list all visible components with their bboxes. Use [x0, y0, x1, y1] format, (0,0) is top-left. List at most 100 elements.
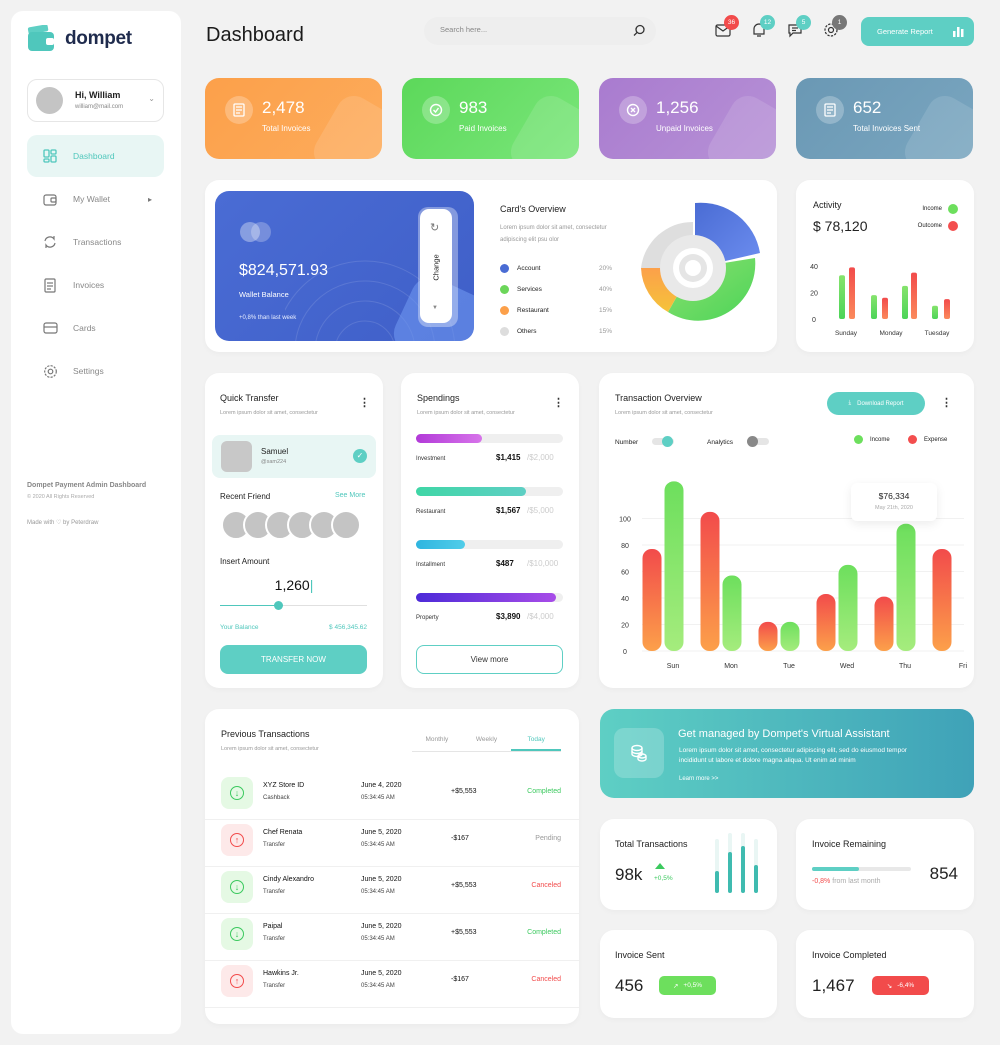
notification-button[interactable]: 12: [751, 15, 775, 40]
legend-label: Income: [922, 206, 942, 212]
sidebar-item-cards[interactable]: Cards: [27, 307, 164, 349]
y-tick-label: 40: [621, 596, 629, 603]
tooltip-value: $76,334: [878, 491, 910, 501]
y-tick-label: 40: [810, 264, 818, 271]
dashboard-icon: [39, 149, 61, 163]
notification-badge: 12: [760, 15, 775, 30]
generate-report-button[interactable]: Generate Report: [861, 17, 974, 46]
legend-item: Others 15%: [500, 321, 612, 342]
stat-unpaid-invoices[interactable]: 1,256 Unpaid Invoices: [599, 78, 776, 159]
sidebar-item-label: Dashboard: [73, 151, 115, 161]
search-input[interactable]: [440, 25, 620, 34]
table-row[interactable]: ↓ Cindy Alexandro Transfer June 5, 2020 05:3…: [205, 868, 579, 914]
spending-limit: /$5,000: [527, 506, 554, 515]
toggle-number[interactable]: [652, 436, 674, 447]
amount-input[interactable]: 1,260|: [220, 577, 368, 593]
activity-card: Activity $ 78,120 Income Outcome 40 20 0 Su…: [796, 180, 974, 352]
profile-dropdown[interactable]: Hi, William william@mail.com ⌄: [27, 79, 164, 122]
tab-monthly[interactable]: Monthly: [425, 736, 449, 743]
bar-outcome: [911, 272, 917, 319]
more-options-icon[interactable]: ⋮: [359, 397, 370, 409]
spending-limit: /$10,000: [527, 559, 559, 568]
txn-amount: +$5,553: [451, 788, 477, 795]
legend-pct: 15%: [598, 307, 612, 314]
logo[interactable]: dompet: [27, 25, 132, 53]
transaction-overview-title: Transaction Overview: [615, 393, 702, 403]
txn-time: 05:34:45 AM: [361, 889, 395, 895]
x-tick-label: Tue: [783, 663, 795, 670]
mail-button[interactable]: 36: [715, 15, 739, 40]
slider-handle[interactable]: [274, 601, 284, 610]
table-row[interactable]: ↓ Paipal Transfer June 5, 2020 05:34:45 AM +$…: [205, 915, 579, 961]
spending-limit: /$4,000: [527, 612, 554, 621]
previous-transactions-title: Previous Transactions: [221, 729, 310, 739]
x-tick-label: Sun: [667, 663, 680, 670]
sidebar-item-label: Settings: [73, 366, 104, 376]
contact-handle: @sam224: [261, 459, 287, 465]
slider-fill: [220, 605, 279, 606]
stat-paid-invoices[interactable]: 983 Paid Invoices: [402, 78, 579, 159]
slider-track[interactable]: [220, 605, 367, 606]
legend-label: Restaurant: [517, 307, 549, 314]
bar-expense: [874, 596, 894, 651]
more-options-icon[interactable]: ⋮: [553, 397, 564, 409]
change-card-button[interactable]: ↻ Change ▼: [420, 209, 452, 323]
selected-contact[interactable]: Samuel @sam224 ✓: [212, 435, 376, 478]
mini-title: Invoice Completed: [812, 950, 887, 960]
tab-weekly[interactable]: Weekly: [475, 736, 498, 743]
period-tabs: Monthly Weekly Today: [412, 731, 562, 752]
download-report-button[interactable]: ⤓ Download Report: [827, 392, 925, 415]
stat-label: Paid Invoices: [459, 124, 507, 133]
contact-avatar: [221, 441, 252, 472]
status-badge: Canceled: [531, 976, 561, 983]
chart-tooltip: $76,334 May 21th, 2020: [851, 483, 937, 521]
mini-value: 854: [929, 864, 958, 883]
txn-date: June 5, 2020: [361, 970, 402, 977]
sidebar-item-my-wallet[interactable]: My Wallet ▸: [27, 178, 164, 220]
bar-income: [780, 621, 800, 651]
sidebar-item-dashboard[interactable]: Dashboard: [27, 135, 164, 177]
txn-type: Transfer: [263, 983, 286, 989]
chat-button[interactable]: 5: [787, 15, 811, 40]
see-more-link[interactable]: See More: [335, 492, 366, 499]
bar-expense: [758, 621, 778, 651]
transactions-icon: [39, 235, 61, 249]
stat-total-invoices-sent[interactable]: 652 Total Invoices Sent: [796, 78, 973, 159]
virtual-assistant-banner[interactable]: Get managed by Dompet's Virtual Assistan…: [600, 709, 974, 798]
friend-avatar[interactable]: [331, 510, 361, 540]
spending-label: Restaurant: [416, 509, 446, 515]
mini-bar-chart: [715, 833, 758, 893]
toggle-analytics-label: Analytics: [707, 439, 734, 446]
activity-amount: $ 78,120: [813, 218, 868, 234]
txn-date: June 4, 2020: [361, 782, 402, 789]
check-icon: ✓: [353, 449, 367, 463]
transfer-now-button[interactable]: TRANSFER NOW: [220, 645, 367, 674]
sidebar-item-transactions[interactable]: Transactions: [27, 221, 164, 263]
mini-change: -0,8%: [812, 878, 831, 885]
total-transactions-card: Total Transactions 98k +0,5%: [600, 819, 777, 910]
toggle-analytics[interactable]: [747, 436, 769, 447]
y-tick-label: 100: [619, 517, 631, 524]
amount-value: 1,260: [274, 577, 310, 593]
cards-overview-desc: Lorem ipsum dolor sit amet, consectetur …: [500, 225, 607, 243]
sidebar-item-invoices[interactable]: Invoices: [27, 264, 164, 306]
view-more-button[interactable]: View more: [416, 645, 563, 674]
settings-button[interactable]: 1: [823, 15, 847, 40]
stat-value: 983: [459, 98, 488, 117]
learn-more-link[interactable]: Learn more >>: [679, 776, 719, 782]
y-tick-label: 0: [623, 649, 627, 656]
wallet-icon: [39, 193, 61, 206]
search-icon[interactable]: [633, 24, 646, 42]
balance-label: Your Balance: [220, 624, 259, 631]
cards-overview-legend: Account 20% Services 40% Restaurant 15% Oth…: [500, 258, 612, 342]
table-row[interactable]: ↓ XYZ Store ID Cashback June 4, 2020 05:34:4…: [205, 774, 579, 820]
stat-total-invoices[interactable]: 2,478 Total Invoices: [205, 78, 382, 159]
legend-outcome: Outcome: [918, 221, 958, 231]
tab-today[interactable]: Today: [511, 731, 562, 751]
table-row[interactable]: ↑ Hawkins Jr. Transfer June 5, 2020 05:34:45…: [205, 962, 579, 1008]
more-options-icon[interactable]: ⋮: [941, 397, 952, 409]
table-row[interactable]: ↑ Chef Renata Transfer June 5, 2020 05:34:45…: [205, 821, 579, 867]
txn-amount: +$5,553: [451, 882, 477, 889]
mail-badge: 36: [724, 15, 739, 30]
sidebar-item-settings[interactable]: Settings: [27, 350, 164, 392]
